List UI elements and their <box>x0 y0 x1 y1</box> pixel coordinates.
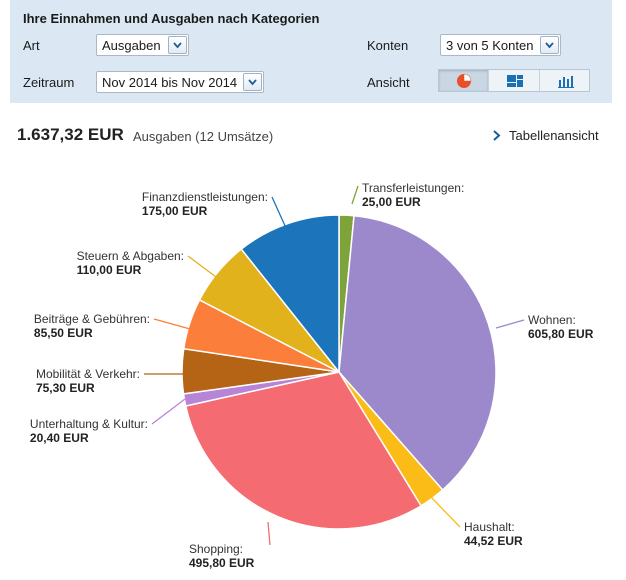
slice-leader-line <box>429 495 461 528</box>
slice-name-label: Beiträge & Gebühren: <box>34 312 150 326</box>
view-pie-button[interactable] <box>439 70 490 91</box>
slice-name-label: Steuern & Abgaben: <box>77 249 184 263</box>
slice-leader-line <box>151 398 186 425</box>
total-description: Ausgaben (12 Umsätze) <box>133 129 274 144</box>
zeitraum-select-value: Nov 2014 bis Nov 2014 <box>102 75 238 90</box>
art-label: Art <box>23 38 40 53</box>
konten-select[interactable]: 3 von 5 Konten <box>440 34 561 56</box>
zeitraum-select[interactable]: Nov 2014 bis Nov 2014 <box>96 71 264 93</box>
slice-leader-line <box>267 521 271 546</box>
slice-value-label: 25,00 EUR <box>362 195 421 209</box>
konten-select-value: 3 von 5 Konten <box>446 38 534 53</box>
table-view-link-label: Tabellenansicht <box>509 128 599 143</box>
chevron-down-icon[interactable] <box>168 36 187 54</box>
table-view-link[interactable]: Tabellenansicht <box>492 128 599 143</box>
total-amount: 1.637,32 EUR <box>17 125 124 144</box>
slice-leader-line <box>271 196 287 229</box>
pie-slice[interactable] <box>338 214 497 491</box>
pie-chart-icon <box>457 73 472 88</box>
art-select[interactable]: Ausgaben <box>96 34 189 56</box>
filter-panel: Ihre Einnahmen und Ausgaben nach Kategor… <box>10 0 612 103</box>
chevron-down-icon[interactable] <box>243 73 262 91</box>
slice-leader-line <box>495 319 525 329</box>
slice-value-label: 85,50 EUR <box>34 326 93 340</box>
slice-name-label: Haushalt: <box>464 520 515 534</box>
treemap-icon <box>507 75 524 87</box>
chevron-down-icon[interactable] <box>540 36 559 54</box>
slice-name-label: Transferleistungen: <box>362 181 464 195</box>
view-treemap-button[interactable] <box>489 70 540 91</box>
view-bar-button[interactable] <box>540 70 589 91</box>
slice-name-label: Wohnen: <box>528 313 576 327</box>
slice-value-label: 605,80 EUR <box>528 327 594 341</box>
slice-name-label: Finanzdienstleistungen: <box>142 190 268 204</box>
slice-leader-line <box>187 255 221 281</box>
slice-value-label: 20,40 EUR <box>30 431 89 445</box>
slice-value-label: 110,00 EUR <box>77 263 142 277</box>
slice-leader-line <box>153 318 191 330</box>
slice-name-label: Mobilität & Verkehr: <box>36 367 140 381</box>
slice-leader-line <box>351 185 359 205</box>
bar-chart-icon <box>557 76 574 88</box>
art-select-value: Ausgaben <box>102 38 161 53</box>
view-toggle <box>438 69 590 92</box>
slice-value-label: 495,80 EUR <box>189 556 255 570</box>
chevron-right-icon <box>493 130 501 141</box>
slice-value-label: 75,30 EUR <box>36 381 95 395</box>
panel-title: Ihre Einnahmen und Ausgaben nach Kategor… <box>23 11 320 26</box>
slice-name-label: Shopping: <box>189 542 243 556</box>
category-pie-chart: Transferleistungen:25,00 EUR Wohnen:605,8… <box>30 181 594 570</box>
pie-slice[interactable] <box>184 371 423 530</box>
pie-slice[interactable] <box>240 214 340 375</box>
slice-value-label: 175,00 EUR <box>142 204 208 218</box>
konten-label: Konten <box>367 38 409 53</box>
slice-value-label: 44,52 EUR <box>464 534 523 548</box>
slice-name-label: Unterhaltung & Kultur: <box>30 417 148 431</box>
ansicht-label: Ansicht <box>367 75 410 90</box>
zeitraum-label: Zeitraum <box>23 75 75 90</box>
